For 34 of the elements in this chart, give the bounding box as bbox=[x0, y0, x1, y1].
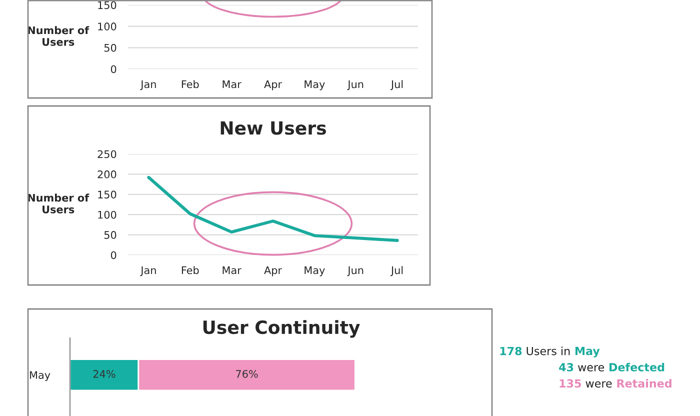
y-tick-label: 100 bbox=[98, 210, 116, 219]
x-tick-label: Jun bbox=[347, 266, 364, 276]
x-tick-label: Mar bbox=[222, 80, 242, 88]
y-tick-label: 200 bbox=[98, 170, 116, 178]
x-tick-label: Jun bbox=[347, 80, 364, 90]
y-tick-label: 50 bbox=[104, 44, 116, 52]
y-tick-label: 50 bbox=[104, 231, 116, 239]
y-tick-label: 250 bbox=[98, 150, 116, 158]
y-tick-label: 150 bbox=[98, 1, 116, 10]
x-tick-label: Jan bbox=[140, 266, 156, 276]
text: 135 were Retained bbox=[560, 379, 672, 388]
y-tick-label: 0 bbox=[110, 251, 116, 260]
x-tick-label: Jul bbox=[390, 80, 403, 90]
x-tick-label: Feb bbox=[182, 80, 199, 88]
y-axis-title: Number of Users bbox=[28, 194, 90, 214]
chart-title: User Continuity bbox=[203, 320, 360, 338]
text: 178 Users in May bbox=[500, 346, 600, 358]
chart-title: New Users bbox=[220, 121, 326, 135]
text: 43 were Defected bbox=[559, 362, 664, 372]
data-label: 24% bbox=[93, 370, 116, 378]
y-tick-label: 0 bbox=[110, 65, 116, 74]
line-series bbox=[147, 176, 399, 242]
x-tick-label: May bbox=[304, 80, 325, 90]
x-tick-label: Jan bbox=[140, 80, 156, 90]
y-tick-label: 100 bbox=[98, 22, 116, 30]
x-tick-label: May bbox=[304, 266, 325, 276]
x-tick-label: Jul bbox=[390, 266, 403, 276]
y-tick-label: 150 bbox=[98, 190, 116, 199]
data-label: 76% bbox=[236, 370, 258, 378]
x-tick-label: Apr bbox=[264, 266, 282, 276]
x-tick-label: Mar bbox=[222, 266, 242, 274]
y-axis-title: Number of Users bbox=[28, 26, 90, 46]
x-tick-label: Apr bbox=[264, 80, 282, 90]
x-tick-label: Feb bbox=[182, 266, 199, 274]
